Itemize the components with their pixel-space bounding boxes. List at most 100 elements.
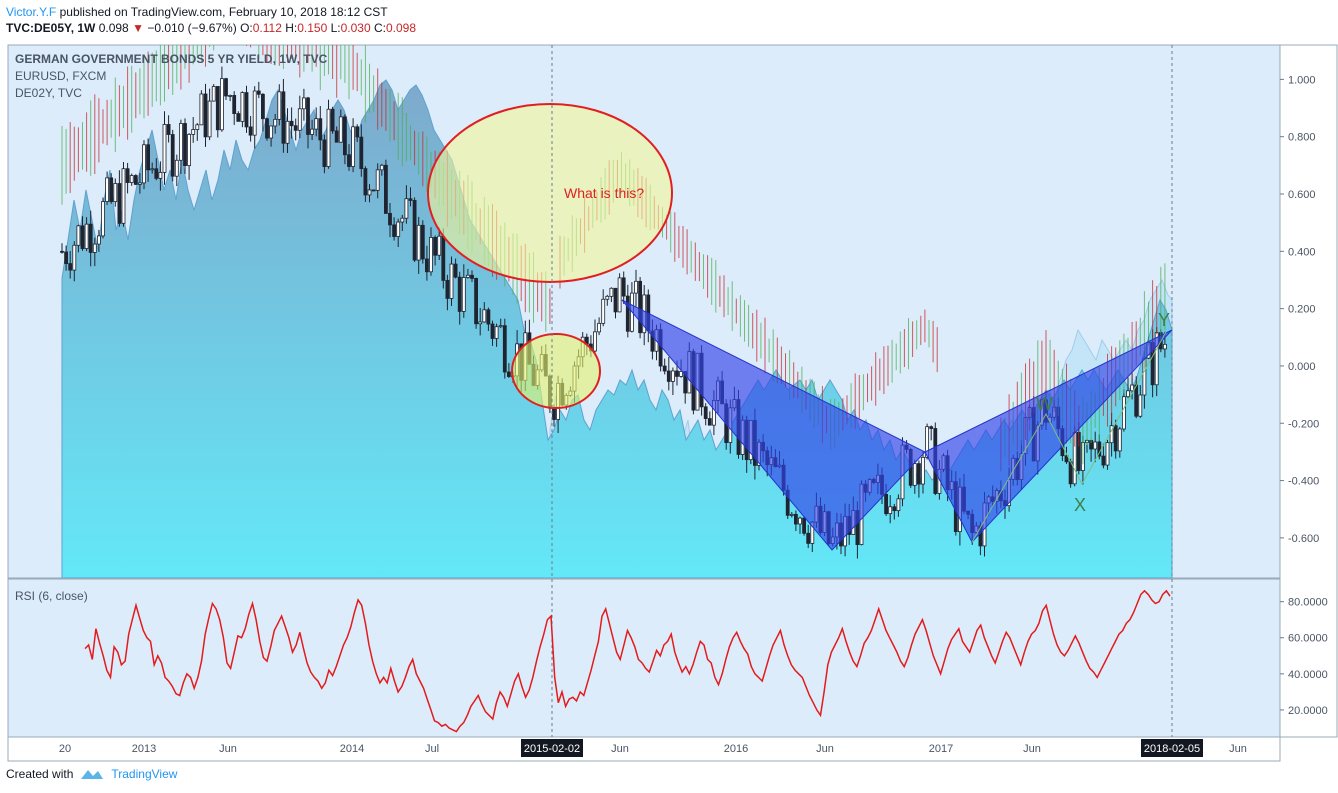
candle-body	[445, 279, 450, 299]
candle-body	[400, 217, 405, 223]
candle-body	[137, 182, 142, 185]
candle-body	[330, 108, 335, 132]
candle-body	[224, 78, 228, 97]
tradingview-brand-link[interactable]: TradingView	[111, 767, 178, 781]
candle-body	[634, 280, 638, 294]
symbol-line: TVC:DE05Y, 1W 0.098 ▼ −0.010 (−9.67%) O:…	[6, 21, 416, 35]
candle-body	[498, 325, 503, 328]
candle-body	[183, 123, 187, 167]
candle-body	[338, 116, 343, 143]
price-tick-label: -0.400	[1288, 476, 1319, 488]
candle-body	[178, 123, 183, 161]
candle-body	[363, 168, 368, 196]
harmonic-triangle-1	[621, 299, 926, 551]
candle-body	[281, 91, 286, 144]
candle-body	[1105, 442, 1110, 466]
candle-body	[437, 235, 442, 256]
candle-body	[285, 120, 290, 144]
wave-label-w: W	[1036, 394, 1053, 414]
candle-body	[244, 92, 249, 128]
candle-body	[72, 244, 77, 271]
candle-body	[925, 426, 929, 458]
price-tick-label: 0.600	[1288, 189, 1316, 201]
rsi-tick-label: 60.0000	[1288, 633, 1328, 645]
candle-body	[158, 171, 163, 179]
harmonic-triangle-2	[924, 329, 1173, 543]
high-value: 0.150	[297, 21, 328, 35]
candle-body	[392, 224, 397, 237]
candle-body	[482, 309, 487, 323]
publish-info: Victor.Y.F published on TradingView.com,…	[6, 5, 388, 19]
candle-body	[457, 276, 462, 312]
candle-body	[146, 144, 151, 171]
candle-body	[892, 506, 897, 512]
candle-body	[662, 365, 667, 372]
candle-body	[310, 128, 315, 135]
low-value: 0.030	[340, 21, 371, 35]
candle-body	[326, 108, 331, 167]
time-tick-label: Jun	[611, 743, 629, 755]
candle-body	[789, 513, 794, 516]
candle-body	[351, 126, 356, 167]
candle-body	[609, 287, 614, 297]
candle-body	[265, 118, 269, 139]
candle-body	[256, 90, 261, 95]
down-arrow-icon: ▼	[132, 21, 144, 35]
chart-canvas[interactable]: What is this? W X Y GERMAN GOVERNMENT BO…	[0, 40, 1338, 762]
candle-body	[187, 133, 192, 167]
candle-body	[420, 224, 425, 260]
time-tick-label: 2018-02-05	[1144, 743, 1200, 755]
candle-body	[388, 213, 392, 226]
candle-body	[289, 120, 294, 127]
legend-main: GERMAN GOVERNMENT BONDS 5 YR YIELD, 1W, …	[15, 52, 328, 66]
candle-body	[342, 116, 347, 156]
candle-body	[888, 506, 893, 515]
candle-body	[60, 250, 64, 253]
candle-body	[105, 177, 109, 202]
candle-body	[170, 134, 175, 177]
candle-body	[101, 201, 105, 237]
candle-body	[236, 113, 241, 122]
candle-body	[154, 168, 159, 179]
annotation-question: What is this?	[564, 185, 644, 201]
high-label: H:	[285, 21, 298, 35]
candle-body	[453, 263, 458, 278]
time-scale[interactable]	[7, 736, 1281, 762]
candle-body	[252, 90, 257, 136]
price-tick-label: -0.600	[1288, 533, 1319, 545]
candle-body	[1134, 384, 1139, 417]
candle-body	[486, 309, 491, 325]
candle-body	[613, 287, 618, 313]
candle-body	[601, 298, 606, 324]
highlight-ellipse-small	[511, 333, 601, 409]
candle-body	[162, 124, 167, 173]
price-scale[interactable]	[1279, 44, 1338, 738]
candle-body	[359, 136, 364, 169]
candle-body	[802, 517, 806, 534]
candle-body	[109, 177, 114, 203]
wxy-trend-line	[971, 331, 1167, 543]
legend-de02y: DE02Y, TVC	[15, 86, 82, 100]
candle-body	[211, 86, 216, 102]
candle-body	[1113, 425, 1118, 452]
candle-body	[1138, 394, 1143, 417]
candle-body	[64, 251, 68, 264]
candle-body	[621, 277, 626, 297]
candle-body	[429, 237, 433, 273]
candle-body	[625, 295, 630, 332]
candle-body	[884, 493, 888, 515]
author-link[interactable]: Victor.Y.F	[6, 5, 57, 19]
price-axis-ticks: 1.000 0.800 0.600 0.400 0.200 0.000 -0.200 -0.4…	[1280, 74, 1319, 545]
price-tick-label: 1.000	[1288, 74, 1316, 86]
rsi-pane[interactable]	[7, 578, 1281, 738]
open-value: 0.112	[252, 21, 282, 35]
time-tick-label: 2015-02-02	[524, 743, 580, 755]
candle-body	[191, 129, 196, 135]
price-tick-label: 0.800	[1288, 132, 1316, 144]
candle-body	[355, 126, 360, 138]
candle-body	[433, 237, 438, 256]
candle-body	[297, 108, 302, 131]
candle-body	[334, 130, 339, 143]
candle-body	[703, 406, 708, 419]
rsi-tick-label: 80.0000	[1288, 597, 1328, 609]
